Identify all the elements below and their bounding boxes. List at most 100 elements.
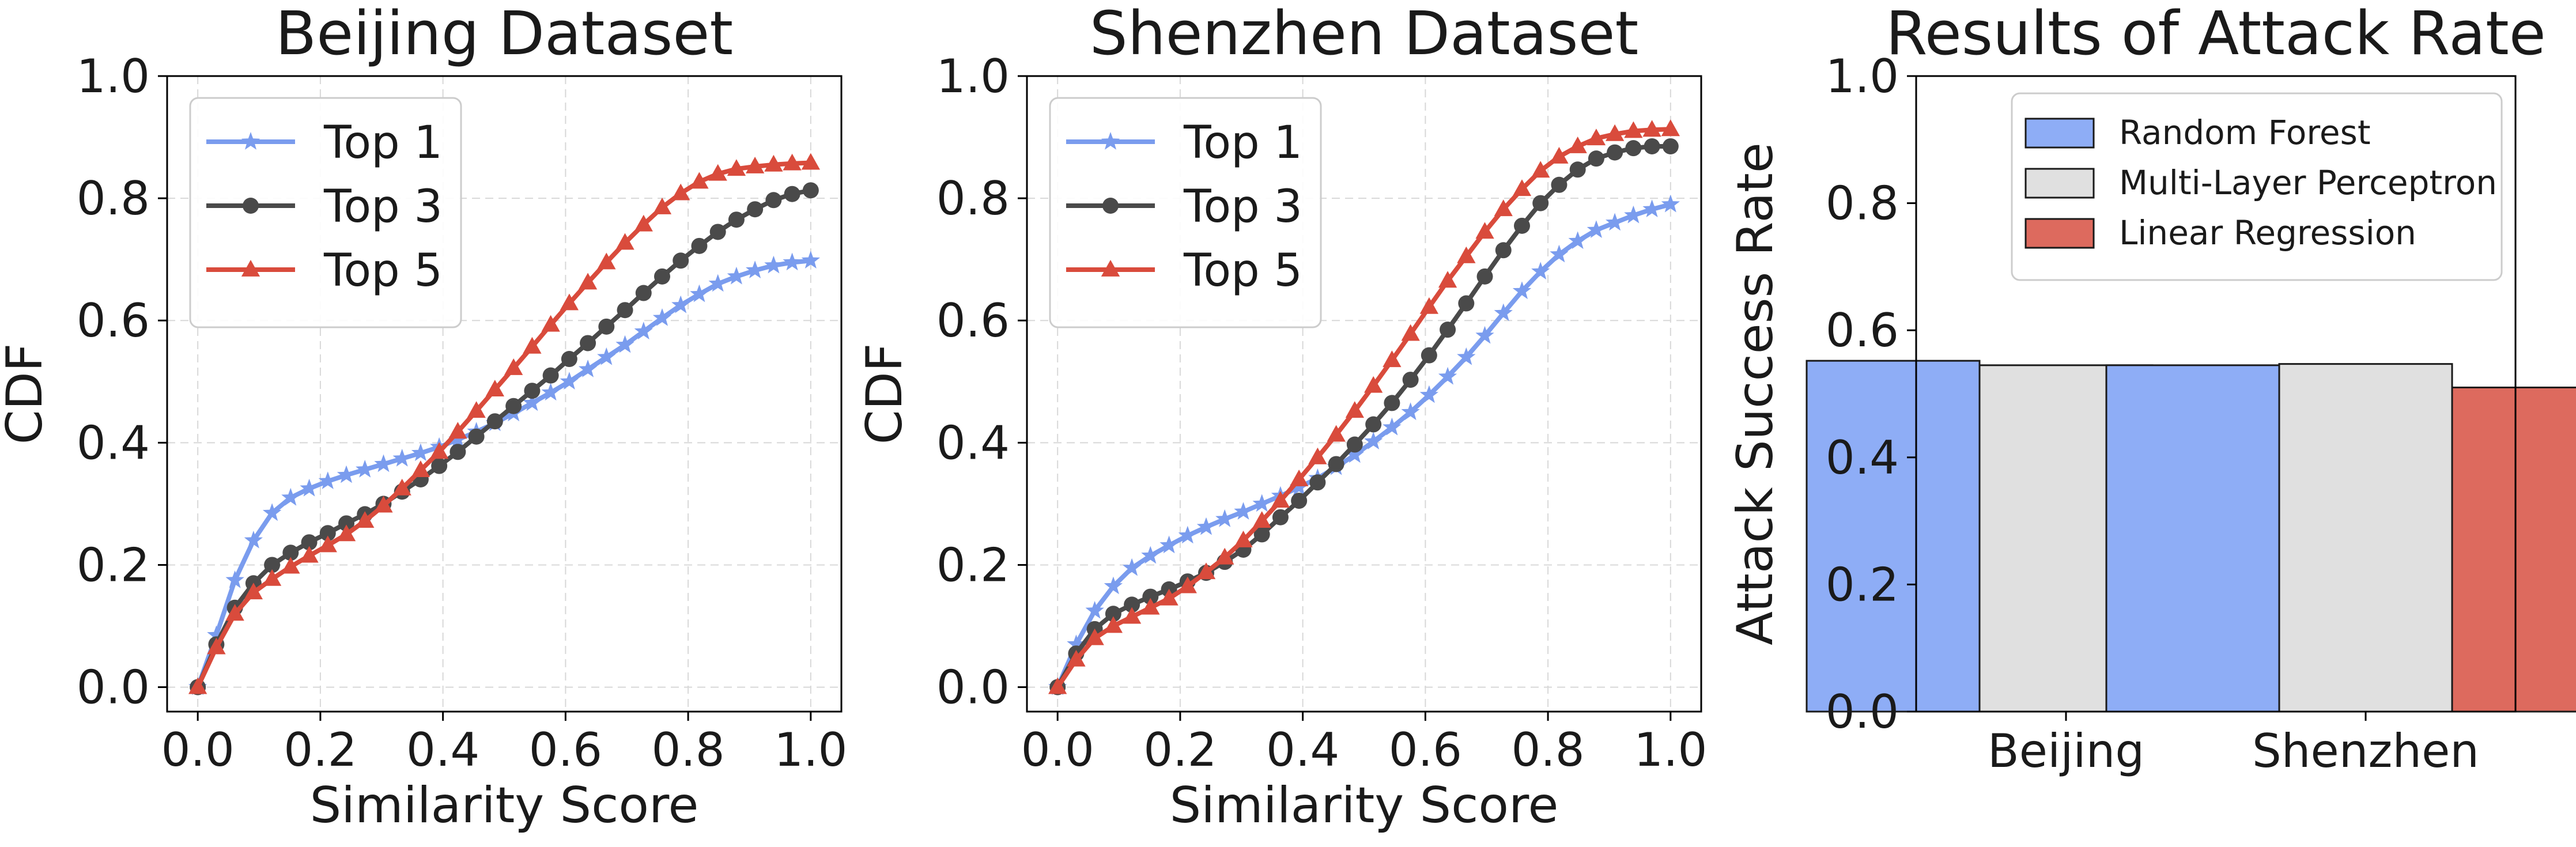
data-point-top-1: [1550, 244, 1569, 263]
data-point-top-5: [783, 153, 802, 171]
data-point-top-5: [188, 677, 207, 694]
y-tick-label: 0.8: [936, 172, 1010, 225]
data-point-top-5: [411, 460, 430, 477]
data-point-top-1: [1141, 546, 1160, 564]
data-point-top-5: [1419, 297, 1438, 314]
legend-marker-top-5: [1101, 260, 1120, 277]
series-top-5: [1048, 119, 1680, 694]
data-point-top-5: [1252, 511, 1271, 528]
legend-marker-top-5: [241, 260, 260, 277]
data-point-top-5: [1587, 128, 1606, 146]
data-point-top-1: [1383, 417, 1402, 436]
data-point-top-3: [598, 318, 615, 335]
x-tick-label: 0.8: [651, 723, 724, 777]
data-point-top-1: [1104, 576, 1123, 595]
data-point-top-1: [300, 478, 319, 497]
data-point-top-5: [1085, 628, 1104, 645]
y-axis-label: CDF: [0, 343, 54, 445]
data-point-top-1: [1624, 205, 1643, 224]
data-point-top-5: [1196, 562, 1216, 580]
legend-item-multi-layer-perceptron: Multi-Layer Perceptron: [2024, 163, 2497, 202]
data-point-top-5: [541, 315, 560, 332]
data-point-top-3: [561, 351, 577, 368]
data-point-top-5: [727, 159, 746, 176]
x-tick-label: 1.0: [1634, 723, 1707, 777]
data-point-top-1: [337, 465, 356, 483]
data-point-top-3: [765, 192, 782, 209]
x-tick-label: 0.6: [529, 723, 602, 777]
series-line-top-5: [195, 160, 811, 689]
data-point-top-3: [691, 237, 708, 254]
x-tick-label-shenzhen: Shenzhen: [2252, 724, 2479, 778]
y-tick-label: 0.8: [77, 172, 150, 225]
chart-title: Shenzhen Dataset: [1090, 0, 1639, 69]
attack-rate-bar-chart: Beijing Shenzhen 0.0 0.2 0.4 0.6 0.8 1.0Results…: [1727, 0, 2576, 778]
x-tick-label: 1.0: [774, 723, 847, 777]
data-point-top-3: [1105, 606, 1121, 622]
y-tick-label: 0.6: [77, 294, 150, 347]
data-point-top-3: [1662, 138, 1679, 154]
data-point-top-5: [1494, 199, 1513, 217]
data-point-top-3: [1495, 242, 1512, 259]
x-tick-label: 0.8: [1511, 723, 1584, 777]
data-point-top-3: [338, 515, 355, 532]
data-point-top-3: [524, 383, 541, 399]
legend-marker-top-3: [243, 198, 259, 214]
data-point-top-5: [1531, 161, 1550, 178]
data-point-top-1: [1642, 199, 1661, 217]
plot-frame: [1915, 75, 2517, 713]
y-tick-label: 1.0: [77, 50, 150, 103]
data-point-top-5: [1364, 376, 1383, 393]
data-point-top-3: [1272, 509, 1289, 525]
data-point-top-1: [560, 372, 579, 390]
legend-swatch-multi-layer-perceptron: [2024, 168, 2095, 199]
data-point-top-5: [578, 273, 598, 290]
plot-frame: [166, 75, 843, 713]
y-tick-label: 0.4: [936, 416, 1010, 470]
data-point-top-1: [1512, 281, 1532, 300]
data-point-top-1: [783, 252, 802, 271]
data-point-top-1: [318, 471, 337, 489]
data-point-top-1: [1234, 502, 1253, 520]
series-line-top-1: [195, 258, 811, 688]
data-point-top-1: [634, 322, 653, 340]
data-point-top-3: [1607, 144, 1623, 161]
data-point-top-3: [1328, 456, 1344, 472]
y-tick-label: 0.6: [1826, 304, 1899, 357]
data-point-top-3: [709, 224, 726, 240]
data-point-top-3: [1588, 150, 1604, 167]
y-tick-label: 0.2: [936, 538, 1010, 592]
data-point-top-5: [1215, 547, 1234, 565]
x-tick-label: 0.4: [406, 723, 479, 777]
y-axis-label: Attack Success Rate: [1727, 142, 1784, 645]
legend: Top 1 Top 3 Top 5: [1049, 97, 1322, 328]
x-tick-label: 0.2: [284, 723, 357, 777]
data-point-top-5: [244, 583, 263, 600]
data-point-top-1: [1494, 303, 1513, 322]
data-point-top-5: [1159, 588, 1179, 606]
data-point-top-1: [615, 335, 634, 353]
data-point-top-5: [801, 153, 820, 170]
y-tick-label: 0.6: [936, 294, 1010, 347]
data-point-top-1: [1290, 477, 1309, 496]
chart-title: Results of Attack Rate: [1886, 0, 2545, 69]
data-point-top-1: [1475, 326, 1494, 344]
data-point-top-1: [652, 308, 672, 326]
data-point-top-5: [1568, 137, 1587, 153]
data-point-top-1: [1122, 558, 1142, 576]
data-point-top-5: [318, 535, 337, 553]
chart-title: Beijing Dataset: [275, 0, 733, 69]
plot-frame: [1026, 75, 1702, 713]
x-axis-label: Similarity Score: [310, 777, 699, 834]
legend-label-multi-layer-perceptron: Multi-Layer Perceptron: [2119, 163, 2497, 202]
data-point-top-1: [1457, 347, 1476, 365]
data-point-top-5: [1345, 401, 1364, 418]
y-tick-label: 0.2: [77, 538, 150, 592]
bar-linear-regression-shenzhen: [2451, 386, 2576, 713]
data-point-top-1: [801, 251, 820, 269]
data-point-top-5: [1401, 324, 1420, 341]
data-point-top-3: [264, 557, 281, 573]
data-point-top-5: [1642, 120, 1661, 137]
data-point-top-3: [635, 285, 652, 301]
